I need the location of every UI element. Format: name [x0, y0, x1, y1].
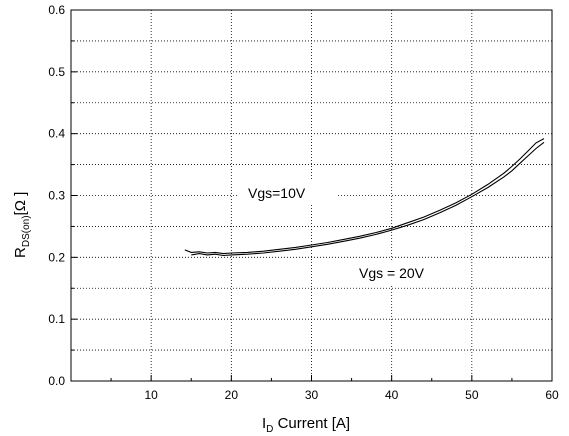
series-line-1 [184, 138, 545, 255]
x-axis-label: ID Current [A] [262, 415, 350, 435]
y-axis-label: RDS(on)[Ω ] [12, 192, 32, 258]
ticks [71, 40, 553, 381]
x-axis-label-sub: D [266, 424, 273, 435]
y-tick-label: 0.3 [48, 189, 65, 203]
y-axis-label-rest: [Ω ] [12, 192, 29, 216]
x-tick-label: 20 [225, 388, 239, 402]
series-line-2 [191, 141, 545, 257]
y-tick-labels: 0.0 0.1 0.2 0.3 0.4 0.5 0.6 [48, 3, 65, 388]
x-tick-label: 50 [465, 388, 479, 402]
y-tick-label: 0.0 [48, 374, 65, 388]
y-tick-label: 0.1 [48, 312, 65, 326]
y-tick-label: 0.5 [48, 65, 65, 79]
annotation-vgs10: Vgs=10V [248, 185, 306, 201]
annotation-vgs10-bg [238, 180, 338, 204]
x-axis-label-rest: Current [A] [273, 415, 350, 432]
y-axis-label-main: R [12, 247, 29, 258]
x-tick-label: 40 [385, 388, 399, 402]
y-tick-label: 0.2 [48, 250, 65, 264]
y-tick-label: 0.4 [48, 127, 65, 141]
grid [71, 10, 552, 381]
x-tick-label: 60 [545, 388, 559, 402]
x-tick-label: 30 [305, 388, 319, 402]
y-axis-label-sub: DS(on) [21, 215, 32, 247]
annotation-vgs20: Vgs = 20V [359, 265, 425, 281]
x-axis-label-main: I [262, 415, 266, 432]
curves [184, 138, 545, 257]
annotation-vgs20-bg [336, 260, 454, 284]
y-tick-label: 0.6 [48, 3, 65, 17]
x-tick-labels: 10 20 30 40 50 60 [144, 388, 559, 402]
x-tick-label: 10 [144, 388, 158, 402]
